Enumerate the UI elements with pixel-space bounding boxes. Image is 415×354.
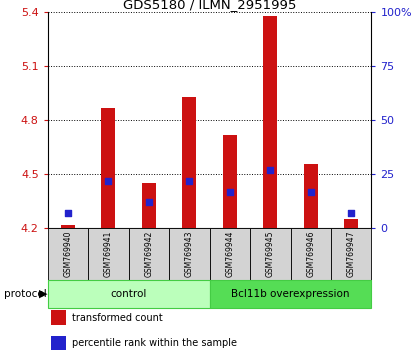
Point (308, 189, 314, 194)
Bar (182, 97, 196, 228)
Text: GSM769942: GSM769942 (144, 231, 154, 277)
Bar (210, 228, 250, 280)
Bar (51, 336, 66, 350)
Text: protocol: protocol (4, 289, 47, 299)
Point (65, 210, 71, 216)
Point (146, 200, 152, 205)
Text: GSM769947: GSM769947 (347, 231, 356, 277)
Text: percentile rank within the sample: percentile rank within the sample (72, 338, 237, 348)
Bar (48, 228, 88, 280)
Text: control: control (110, 289, 147, 299)
Bar (250, 228, 290, 280)
Point (186, 178, 193, 184)
Bar (88, 228, 129, 280)
Bar (331, 228, 371, 280)
Bar (290, 228, 331, 280)
Bar (51, 310, 66, 325)
Bar (142, 183, 156, 228)
Title: GDS5180 / ILMN_2951995: GDS5180 / ILMN_2951995 (123, 0, 296, 11)
Text: GSM769944: GSM769944 (225, 231, 234, 277)
Text: ▶: ▶ (39, 289, 48, 299)
Bar (223, 135, 237, 228)
Text: GSM769945: GSM769945 (266, 231, 275, 277)
Bar (129, 228, 169, 280)
Point (267, 167, 273, 173)
Bar (344, 219, 358, 228)
Point (227, 189, 233, 194)
Text: Bcl11b overexpression: Bcl11b overexpression (231, 289, 350, 299)
Text: GSM769946: GSM769946 (306, 231, 315, 277)
Text: GSM769941: GSM769941 (104, 231, 113, 277)
Text: GSM769940: GSM769940 (63, 231, 73, 277)
Bar (61, 225, 75, 228)
Bar (101, 108, 115, 228)
Point (348, 210, 354, 216)
Bar (169, 228, 210, 280)
Bar (304, 164, 318, 228)
Bar (263, 16, 277, 228)
Text: GSM769943: GSM769943 (185, 231, 194, 277)
Text: transformed count: transformed count (72, 313, 163, 322)
Bar (210, 280, 371, 308)
Point (105, 178, 112, 184)
Bar (48, 280, 210, 308)
